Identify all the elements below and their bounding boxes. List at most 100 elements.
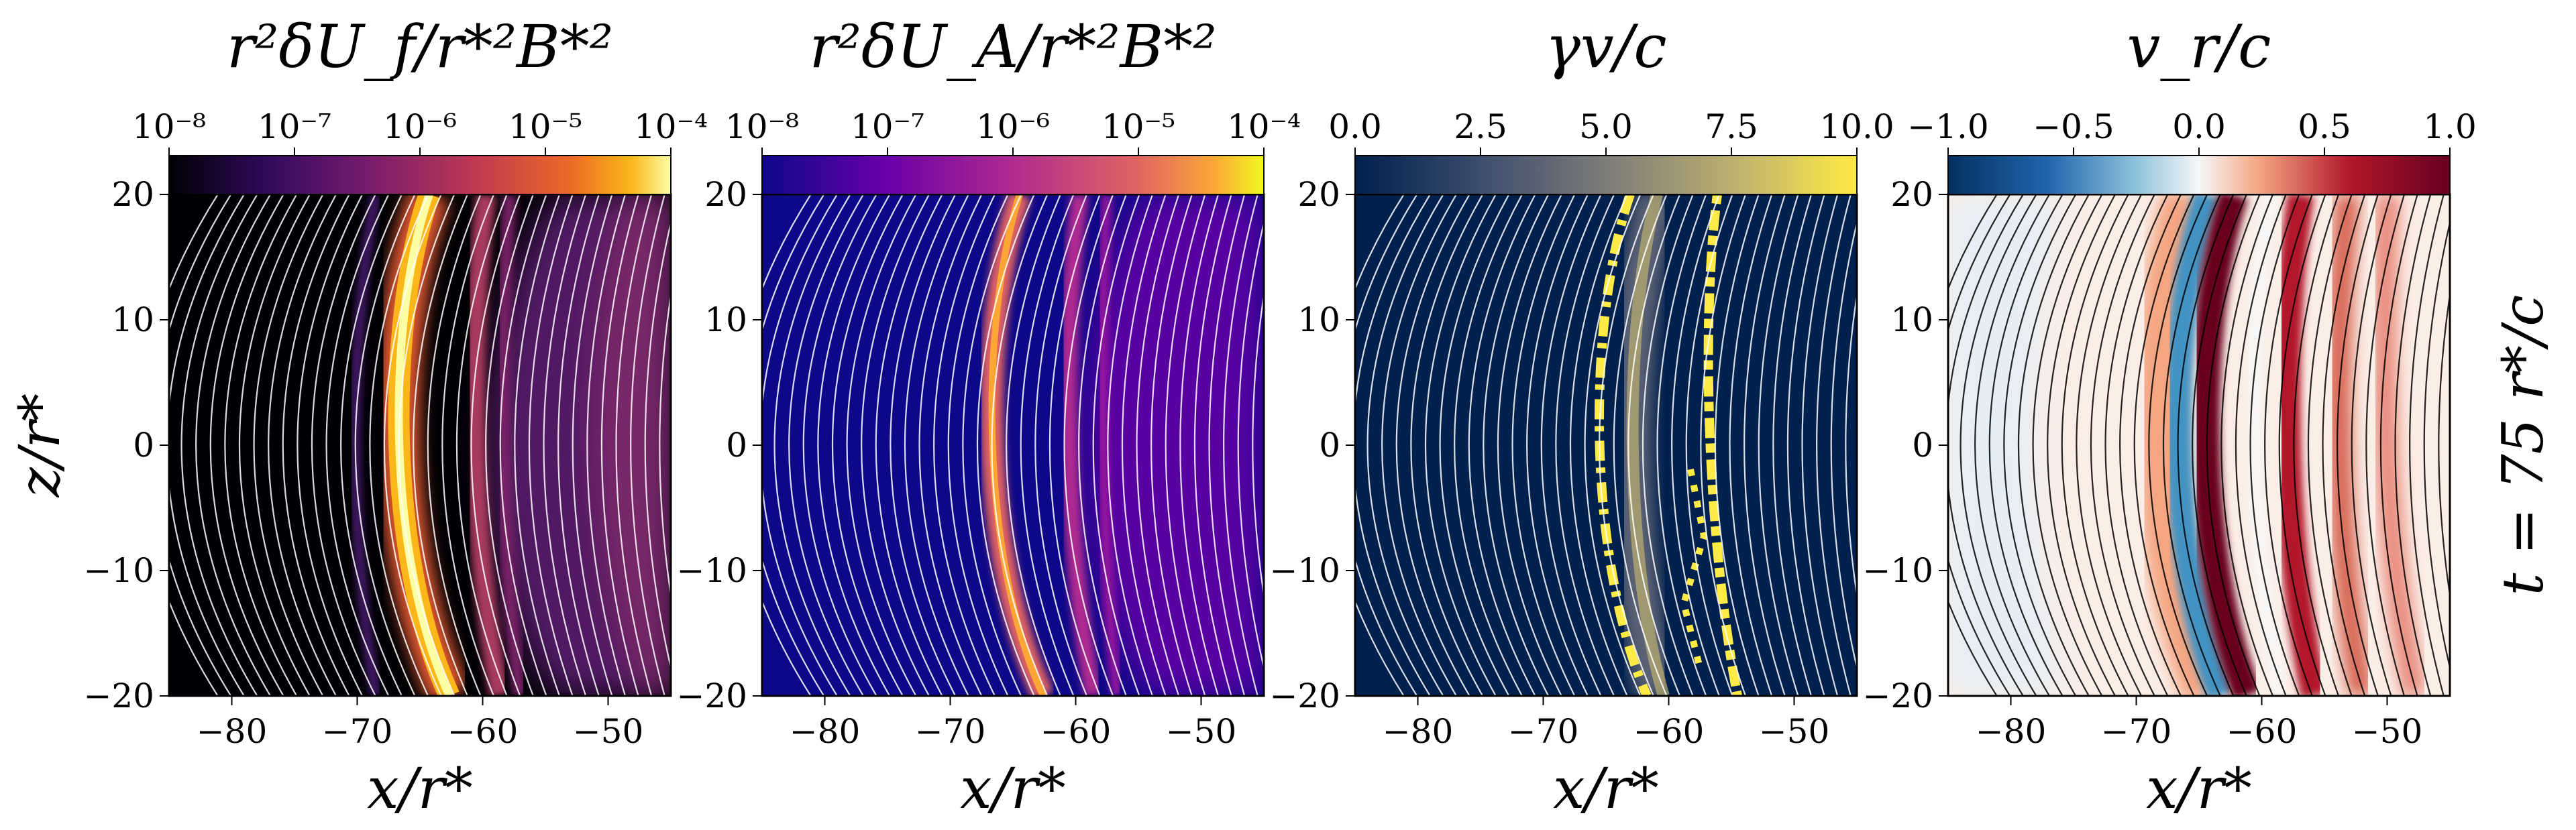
colorbar-tick-label: 10⁻⁶ bbox=[976, 107, 1050, 146]
streamline bbox=[947, 194, 1009, 696]
streamline bbox=[1150, 194, 1193, 696]
streamlines-lorentz-velocity bbox=[1355, 194, 1857, 696]
colorbar-tick-label: 5.0 bbox=[1579, 107, 1633, 146]
streamline bbox=[890, 194, 957, 696]
y-tick-label: 20 bbox=[704, 175, 747, 214]
x-tick-label: −50 bbox=[2352, 712, 2423, 751]
streamline bbox=[762, 194, 812, 696]
streamline bbox=[2394, 194, 2432, 696]
streamline bbox=[1948, 194, 2011, 696]
streamline bbox=[2249, 194, 2300, 696]
heatmap-alfven-energy bbox=[762, 194, 1264, 696]
streamline bbox=[1107, 194, 1154, 696]
streamline bbox=[238, 194, 311, 696]
streamline bbox=[1714, 194, 1760, 696]
streamline bbox=[1743, 194, 1786, 696]
streamline bbox=[586, 194, 627, 696]
colorbar-tick-label: 10⁻⁷ bbox=[258, 107, 331, 146]
panel-lorentz-velocity bbox=[1354, 193, 1858, 697]
x-tick-label: −80 bbox=[1383, 712, 1454, 751]
streamline bbox=[2177, 194, 2235, 696]
streamline bbox=[1049, 194, 1101, 696]
streamline bbox=[802, 194, 877, 696]
streamline bbox=[1772, 194, 1813, 696]
streamline bbox=[1252, 290, 1264, 600]
streamline bbox=[1758, 194, 1799, 696]
y-tick-label: 0 bbox=[1912, 426, 1933, 465]
streamline bbox=[1540, 194, 1602, 696]
y-tick-label: 0 bbox=[1319, 426, 1340, 465]
streamline bbox=[1410, 194, 1484, 696]
streamline bbox=[1395, 194, 1470, 696]
streamline bbox=[1193, 194, 1232, 696]
streamline bbox=[2351, 194, 2392, 696]
y-tick-label: 10 bbox=[1297, 300, 1340, 339]
streamline bbox=[1208, 194, 1246, 696]
streamline bbox=[1121, 194, 1167, 696]
streamline bbox=[1355, 194, 1418, 696]
chart-title: r²δU_A/r*²B*² bbox=[810, 12, 1217, 81]
streamline bbox=[1656, 194, 1707, 696]
y-tick-label: 0 bbox=[133, 426, 154, 465]
x-tick-label: −70 bbox=[2101, 712, 2172, 751]
streamline bbox=[169, 194, 245, 696]
y-tick-label: 10 bbox=[111, 300, 154, 339]
y-tick-label: −20 bbox=[676, 676, 747, 715]
streamline bbox=[1497, 194, 1562, 696]
streamline bbox=[1526, 194, 1589, 696]
streamline bbox=[2148, 194, 2208, 696]
x-tick-label: −70 bbox=[322, 712, 393, 751]
colorbar-tick-label: −0.5 bbox=[2033, 107, 2114, 146]
colorbar-tick-label: 2.5 bbox=[1454, 107, 1507, 146]
colorbar-tick-label: 0.5 bbox=[2298, 107, 2351, 146]
x-axis-label: x/r* bbox=[960, 756, 1066, 821]
x-tick-label: −60 bbox=[1633, 712, 1705, 751]
streamline bbox=[485, 194, 534, 696]
streamline bbox=[209, 194, 284, 696]
y-tick-label: −10 bbox=[1862, 551, 1933, 590]
colorbar-tick-label: 1.0 bbox=[2423, 107, 2477, 146]
x-tick-label: −80 bbox=[197, 712, 268, 751]
streamline bbox=[933, 194, 996, 696]
streamline bbox=[1034, 194, 1088, 696]
streamline bbox=[383, 194, 442, 696]
streamline bbox=[918, 194, 983, 696]
streamline bbox=[1223, 194, 1258, 696]
y-tick-label: 20 bbox=[1890, 175, 1933, 214]
streamline bbox=[2017, 194, 2090, 696]
colorbar-tick-label: 10⁻⁵ bbox=[508, 107, 582, 146]
streamline bbox=[991, 194, 1049, 696]
streamline bbox=[2264, 194, 2313, 696]
y-tick-label: −20 bbox=[1269, 676, 1340, 715]
streamline bbox=[572, 194, 613, 696]
streamline bbox=[2047, 194, 2116, 696]
streamline bbox=[2133, 194, 2195, 696]
y-tick-label: 20 bbox=[111, 175, 154, 214]
y-tick-label: 10 bbox=[704, 300, 747, 339]
streamline bbox=[2076, 194, 2143, 696]
streamline bbox=[528, 194, 574, 696]
x-tick-label: −60 bbox=[1040, 712, 1112, 751]
x-tick-label: −50 bbox=[573, 712, 644, 751]
streamline bbox=[2409, 194, 2445, 696]
streamline bbox=[195, 194, 271, 696]
streamline bbox=[297, 194, 364, 696]
colorbar-tick-label: 10.0 bbox=[1819, 107, 1894, 146]
x-tick-label: −70 bbox=[1508, 712, 1579, 751]
streamline bbox=[1454, 194, 1523, 696]
chart-title: r²δU_f/r*²B*² bbox=[227, 12, 613, 81]
streamline bbox=[253, 194, 324, 696]
streamline bbox=[1988, 194, 2063, 696]
streamline bbox=[1584, 194, 1642, 696]
colorbar-tick-label: 0.0 bbox=[1328, 107, 1382, 146]
streamline bbox=[543, 194, 587, 696]
streamline bbox=[659, 290, 671, 600]
x-tick-label: −60 bbox=[447, 712, 519, 751]
streamline bbox=[600, 194, 639, 696]
streamline bbox=[1483, 194, 1550, 696]
x-tick-label: −60 bbox=[2226, 712, 2298, 751]
streamline bbox=[2235, 194, 2287, 696]
streamline bbox=[2423, 219, 2450, 671]
streamline bbox=[441, 194, 495, 696]
